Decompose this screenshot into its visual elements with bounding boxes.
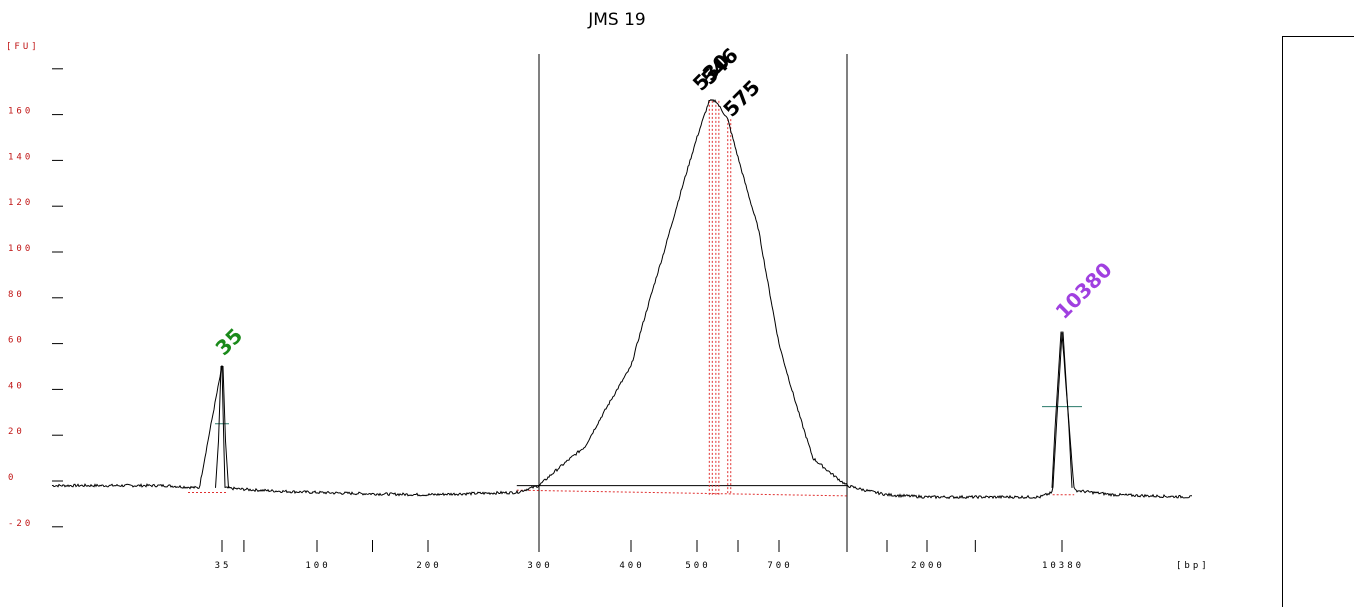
trace-line [51,98,1192,500]
y-tick-label: 160 [8,107,33,117]
x-tick-label: 200 [416,561,441,571]
peak-markers [215,100,1082,495]
x-axis: 35 100 200 300 400 500 700 2000 10380 [215,540,1084,571]
y-tick-label: 20 [8,427,25,437]
x-tick-label: 500 [685,561,710,571]
region-boundaries [516,54,848,552]
baseline [188,489,1075,497]
electropherogram-chart: JMS 19 [FU] [bp] 160140120100806040200-2… [6,10,1210,571]
trace [51,98,1192,500]
x-axis-unit-label: [bp] [1176,561,1210,571]
baseline-line [516,489,848,497]
marker-peak [1051,331,1073,488]
y-tick-label: -20 [8,519,33,529]
y-tick-label: 0 [8,473,16,483]
x-tick-label: 2000 [911,561,945,571]
x-tick-label: 700 [767,561,792,571]
y-tick-label: 100 [8,244,33,254]
x-tick-label: 10380 [1042,561,1084,571]
peak-label: 35 [211,323,248,360]
x-tick-label: 35 [215,561,232,571]
marker-peak [215,366,229,488]
x-tick-label: 300 [527,561,552,571]
y-tick-label: 60 [8,336,25,346]
side-panel [1282,36,1354,607]
chart-title: JMS 19 [587,10,646,30]
peak-label: 10380 [1051,258,1117,324]
y-tick-label: 40 [8,381,25,391]
y-axis: 160 140 120 100 80 60 40 20 0 -20 [8,68,63,529]
y-tick-label: 140 [8,152,33,162]
x-tick-label: 400 [619,561,644,571]
y-tick-label: 80 [8,290,25,300]
y-axis-unit-label: [FU] [6,42,40,52]
y-tick-label: 120 [8,198,33,208]
x-tick-label: 100 [305,561,330,571]
peak-label: 575 [718,75,764,121]
